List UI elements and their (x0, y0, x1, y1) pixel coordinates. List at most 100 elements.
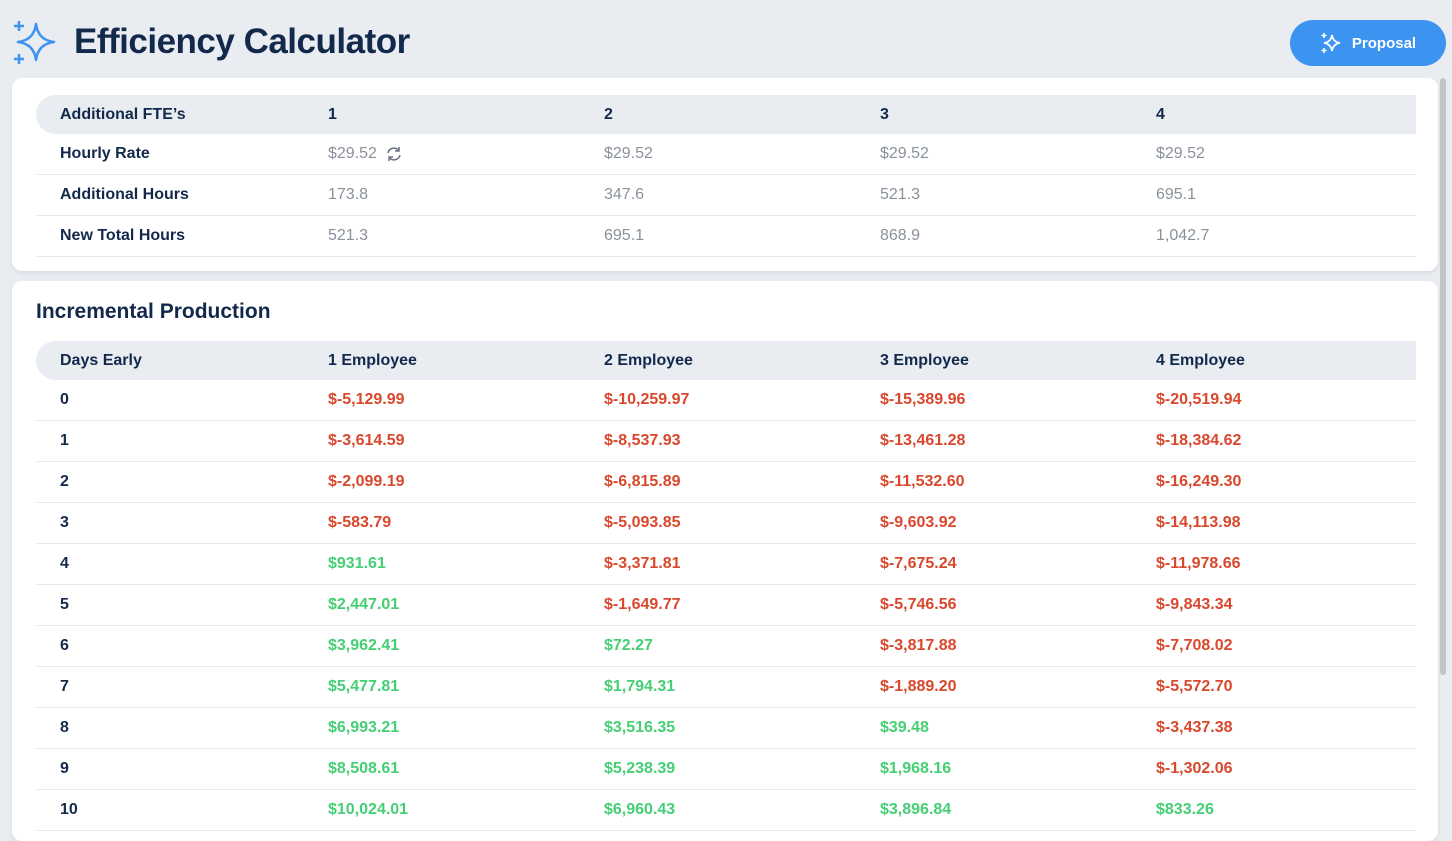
cell-text: $-5,129.99 (328, 391, 405, 408)
table-cell: $29.52 (604, 134, 653, 174)
cell-text: 1 (60, 432, 69, 449)
table-cell: $-583.79 (328, 503, 391, 543)
cell-text: $-3,371.81 (604, 555, 681, 572)
cell-text: 9 (60, 760, 69, 777)
table-cell: $-18,384.62 (1156, 421, 1241, 461)
header-row: Additional FTE’s 1 2 3 4 (36, 95, 1416, 134)
cell-text: 868.9 (880, 227, 921, 244)
cell-text: $931.61 (328, 555, 386, 572)
cell-text: 521.3 (880, 186, 921, 203)
table-cell: $3,962.41 (328, 626, 399, 666)
cell-text: $6,993.21 (328, 719, 400, 736)
table-cell: $-10,259.97 (604, 380, 689, 420)
table-cell: $8,508.61 (328, 749, 399, 789)
cell-text: $-16,249.30 (1156, 473, 1242, 490)
cell-text: 173.8 (328, 186, 369, 203)
table-cell: $-3,614.59 (328, 421, 405, 461)
cell-text: $2,447.01 (328, 596, 400, 613)
cell-text: $-1,889.20 (880, 678, 957, 695)
button-icon (1321, 33, 1341, 53)
cell-text: $-20,519.94 (1156, 391, 1242, 408)
page: Efficiency Calculator Proposal Increment… (12, 20, 1446, 841)
table-cell: $6,960.43 (604, 790, 675, 830)
cell-text: 0 (60, 391, 69, 408)
table-row: 10 $10,024.01 $6,960.43 $3,896.84 $833.26 (36, 790, 1416, 831)
cell-text: New Total Hours (60, 227, 186, 244)
table-cell: 10 (60, 790, 78, 830)
column-header: Additional FTE’s (60, 95, 186, 134)
cell-text: Additional Hours (60, 186, 189, 203)
column-header: 1 (328, 95, 337, 134)
table-cell: 4 (60, 544, 69, 584)
table-row: 8 $6,993.21 $3,516.35 $39.48 $-3,437.38 (36, 708, 1416, 749)
table-cell: 695.1 (604, 216, 644, 256)
table-cell: $2,447.01 (328, 585, 399, 625)
table-cell: $6,993.21 (328, 708, 399, 748)
table-cell: $-2,099.19 (328, 462, 405, 502)
cell-text: $-15,389.96 (880, 391, 966, 408)
cell-text: $-11,978.66 (1156, 555, 1241, 572)
header-row: Days Early 1 Employee 2 Employee 3 Employee… (36, 341, 1416, 380)
scrollbar[interactable] (1440, 78, 1446, 675)
proposal-button[interactable]: Proposal (1290, 20, 1446, 66)
button-label: Proposal (1351, 34, 1417, 52)
cell-text: $1,968.16 (880, 760, 952, 777)
table-cell: $-7,675.24 (880, 544, 957, 584)
table-cell: 2 (60, 462, 69, 502)
cell-text: $10,024.01 (328, 801, 409, 818)
table-row: 7 $5,477.81 $1,794.31 $-1,889.20 $-5,572.70 (36, 667, 1416, 708)
table-cell: 1 (60, 421, 69, 461)
sparkle-icon (14, 21, 56, 64)
table-cell: $-6,815.89 (604, 462, 681, 502)
cell-text: 8 (60, 719, 69, 736)
cell-text: Days Early (60, 351, 142, 369)
table-cell: $29.52 (328, 134, 403, 174)
table-cell: $-14,113.98 (1156, 503, 1241, 543)
table-cell: $-5,093.85 (604, 503, 681, 543)
cell-text: 6 (60, 637, 69, 654)
cell-text: $-3,614.59 (328, 432, 405, 449)
table-cell: $3,516.35 (604, 708, 675, 748)
cell-text: 1 (328, 105, 337, 123)
table-row: 6 $3,962.41 $72.27 $-3,817.88 $-7,708.02 (36, 626, 1416, 667)
column-header: 2 Employee (604, 341, 693, 380)
table-row: 2 $-2,099.19 $-6,815.89 $-11,532.60 $-16,249… (36, 462, 1416, 503)
table-cell: 9 (60, 749, 69, 789)
cell-text: $39.48 (880, 719, 929, 736)
table-row: 9 $8,508.61 $5,238.39 $1,968.16 $-1,302.06 (36, 749, 1416, 790)
table-cell: $1,794.31 (604, 667, 675, 707)
cell-text: $-9,603.92 (880, 514, 957, 531)
table-cell: 3 (60, 503, 69, 543)
cell-text: 347.6 (604, 186, 645, 203)
cell-text: 2 (604, 105, 613, 123)
table-cell: $833.26 (1156, 790, 1214, 830)
table-cell: $-16,249.30 (1156, 462, 1241, 502)
table-cell: $-8,537.93 (604, 421, 681, 461)
cell-text: $-583.79 (328, 514, 392, 531)
cell-text: $-6,815.89 (604, 473, 681, 490)
cell-text: $29.52 (1156, 145, 1205, 162)
table-cell: $-15,389.96 (880, 380, 965, 420)
cell-text: 4 Employee (1156, 351, 1245, 369)
cell-text: 695.1 (1156, 186, 1197, 203)
table-cell: 6 (60, 626, 69, 666)
table-cell: Hourly Rate (60, 134, 150, 174)
table-cell: $-9,843.34 (1156, 585, 1233, 625)
refresh-icon[interactable] (385, 145, 403, 163)
table-cell: $-3,371.81 (604, 544, 681, 584)
cell-text: 695.1 (604, 227, 645, 244)
table-cell: $-5,129.99 (328, 380, 405, 420)
cell-text: 2 (60, 473, 69, 490)
table-cell: $-7,708.02 (1156, 626, 1233, 666)
cell-text: $-1,302.06 (1156, 760, 1233, 777)
cell-text: Hourly Rate (60, 145, 150, 162)
column-header: 3 Employee (880, 341, 969, 380)
cell-text: $3,516.35 (604, 719, 676, 736)
cell-text: 3 (880, 105, 889, 123)
cell-text: 5 (60, 596, 69, 613)
cell-text: $29.52 (604, 145, 653, 162)
cell-text: 4 (1156, 105, 1165, 123)
cell-text: $8,508.61 (328, 760, 400, 777)
cell-text: $833.26 (1156, 801, 1214, 818)
cell-text: $5,477.81 (328, 678, 400, 695)
